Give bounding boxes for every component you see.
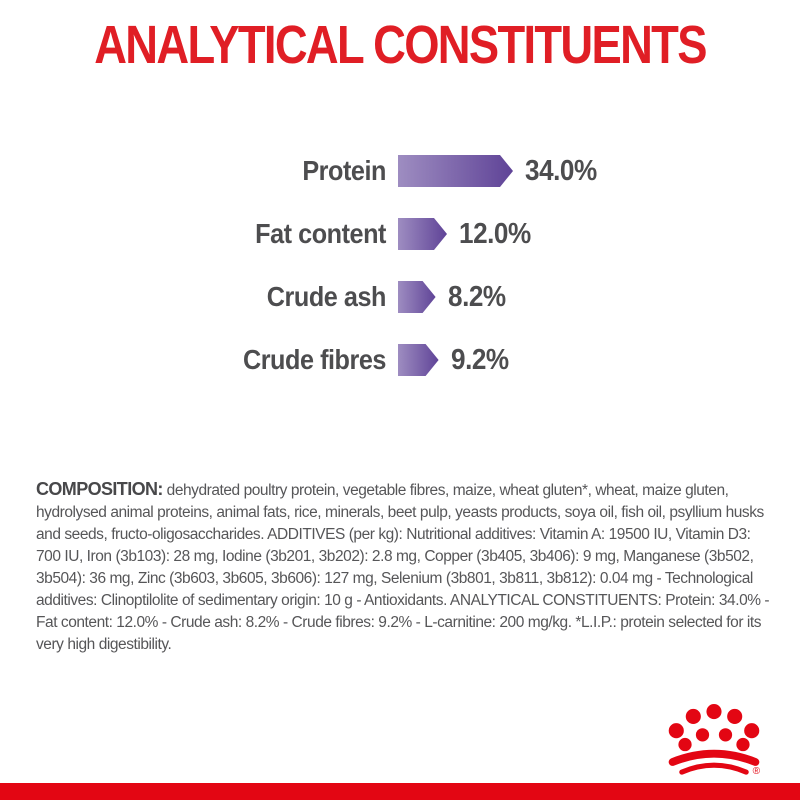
page-title: ANALYTICAL CONSTITUENTS <box>94 15 707 75</box>
composition-text: COMPOSITION: dehydrated poultry protein,… <box>36 478 772 656</box>
constituent-label: Protein <box>302 155 386 186</box>
composition-label: COMPOSITION: <box>36 479 163 499</box>
registered-trademark: ® <box>753 766 761 777</box>
crown-gems <box>668 704 760 752</box>
chart-row: Crude ash 8.2% <box>0 279 800 315</box>
constituent-label: Crude ash <box>266 281 387 312</box>
royal-canin-crown-icon: ® <box>668 704 761 777</box>
constituent-label: Crude fibres <box>242 344 386 375</box>
constituent-value: 9.2% <box>450 343 509 376</box>
chart-row: Crude fibres 9.2% <box>0 342 800 378</box>
constituent-label: Fat content <box>255 218 386 249</box>
constituent-value: 34.0% <box>525 154 597 187</box>
crown-band-upper <box>668 749 760 766</box>
constituents-chart: Protein 34.0% Fat content 12.0% Crude ash 8.2… <box>0 153 800 405</box>
constituent-bar <box>398 281 436 313</box>
composition-body: dehydrated poultry protein, vegetable fi… <box>36 482 770 653</box>
bottom-red-stripe <box>0 783 800 800</box>
chart-row: Fat content 12.0% <box>0 216 800 252</box>
constituent-value: 12.0% <box>459 217 531 250</box>
constituent-bar <box>398 344 439 376</box>
constituent-value: 8.2% <box>447 280 506 313</box>
constituent-bar <box>398 155 513 187</box>
crown-band-lower <box>679 762 749 775</box>
chart-row: Protein 34.0% <box>0 153 800 189</box>
constituent-bar <box>398 218 447 250</box>
